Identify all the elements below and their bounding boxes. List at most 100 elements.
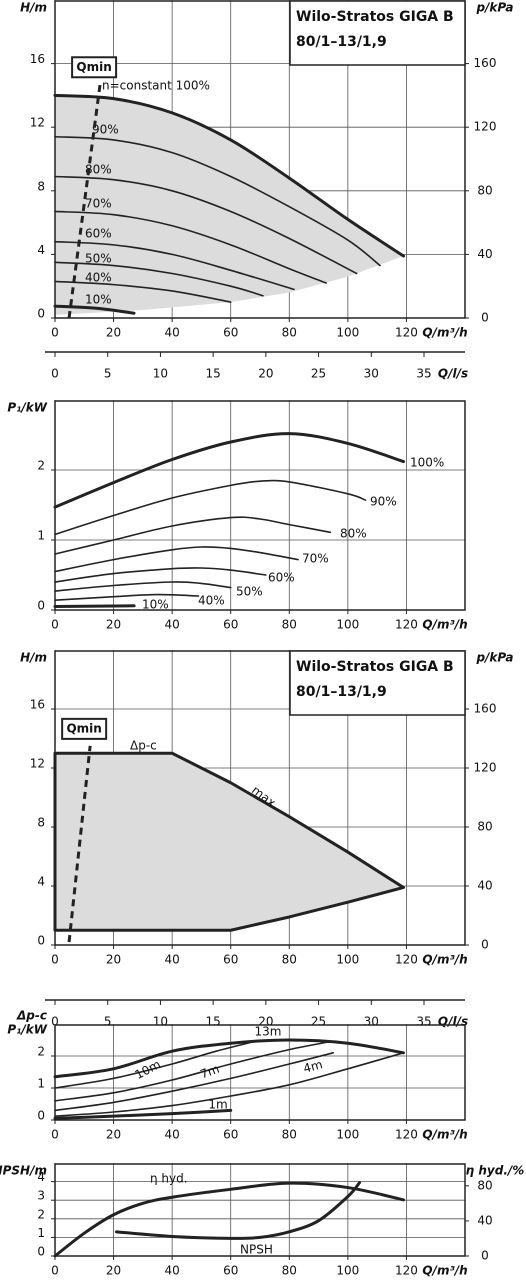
x-tick-label: 20	[106, 326, 121, 340]
x-tick-label: 100	[336, 326, 359, 340]
curve-label: 40%	[85, 271, 112, 285]
x2-tick-label: 30	[364, 367, 379, 381]
curve	[54, 135, 381, 267]
y-tick-label: 0	[37, 307, 45, 321]
x2-tick-label: 15	[205, 367, 220, 381]
x-tick-label: 20	[106, 953, 121, 967]
x-tick-label: 0	[51, 1128, 59, 1142]
curve	[53, 432, 405, 509]
plot-frame	[54, 0, 466, 319]
x-tick-label: 80	[282, 618, 297, 632]
curve	[54, 1052, 335, 1112]
y2-tick-label: 120	[474, 120, 497, 134]
x-axis-title: Q/m³/h	[422, 326, 467, 340]
qmin-line	[67, 84, 102, 319]
x-axis-title: Q/m³/h	[422, 1128, 467, 1142]
curve	[54, 261, 264, 297]
x-tick-label: 80	[282, 326, 297, 340]
x-axis-title: Q/m³/h	[422, 953, 467, 967]
y-tick-label: 16	[30, 52, 45, 66]
y2-tick-label: 40	[477, 879, 492, 893]
x2-tick-label: 0	[51, 367, 59, 381]
annotation: Δp-c	[130, 739, 157, 753]
x-tick-label: 40	[165, 1128, 180, 1142]
curve	[53, 1108, 233, 1120]
curve-label: 10%	[142, 598, 169, 612]
x-tick-label: 60	[223, 326, 238, 340]
x-tick-label: 40	[165, 1264, 180, 1278]
x-tick-label: 80	[282, 1264, 297, 1278]
y2-tick-label: 0	[481, 311, 489, 325]
operating-area	[55, 95, 404, 315]
y-axis-title: H/m	[20, 651, 47, 665]
plot-frame	[54, 1024, 466, 1121]
curve-label: 70%	[85, 197, 112, 211]
x-tick-label: 20	[106, 1128, 121, 1142]
curve	[54, 567, 267, 583]
curve	[54, 1052, 405, 1117]
curve-label: 50%	[236, 585, 263, 599]
qmin-box	[61, 717, 108, 740]
y2-tick-label: 120	[474, 761, 497, 775]
x-tick-label: 80	[282, 953, 297, 967]
y2-axis-title: p/kPa	[475, 1, 513, 15]
plot-frame	[54, 650, 466, 946]
x-tick-label: 100	[336, 1128, 359, 1142]
x2-tick-label: 25	[311, 367, 326, 381]
y-tick-label: 2	[37, 459, 45, 473]
curve-label: 90%	[92, 123, 119, 137]
y-tick-label: 0	[37, 934, 45, 948]
x2-tick-label: 5	[104, 1015, 112, 1029]
x2-tick-label: 10	[153, 367, 168, 381]
x-tick-label: 120	[395, 1264, 418, 1278]
title-box	[289, 0, 466, 66]
curve-label: 100%	[410, 456, 444, 470]
curve-label: 60%	[85, 227, 112, 241]
curve	[54, 175, 358, 275]
y-axis-title: H/m	[20, 1, 47, 15]
x2-tick-label: 15	[205, 1015, 220, 1029]
y-axis-title: NPSH/m	[0, 1164, 47, 1178]
curve-label: 50%	[85, 252, 112, 266]
curve-label: 1m	[208, 1098, 227, 1112]
y2-tick-label: 40	[477, 247, 492, 261]
plot-frame	[54, 400, 466, 611]
x-tick-label: 60	[223, 953, 238, 967]
x2-tick-label: 5	[104, 367, 112, 381]
x-tick-label: 100	[336, 1264, 359, 1278]
x-tick-label: 0	[51, 953, 59, 967]
y-tick-label: 12	[30, 116, 45, 130]
x2-axis-title: Q/l/s	[438, 1015, 468, 1029]
x-tick-label: 40	[165, 618, 180, 632]
curve-label: 80%	[340, 527, 367, 541]
curve	[54, 210, 327, 284]
curve	[54, 479, 367, 536]
qmin-box	[71, 56, 118, 79]
x-tick-label: 20	[106, 1264, 121, 1278]
plot-frame	[54, 1163, 466, 1257]
x-tick-label: 0	[51, 618, 59, 632]
x2-tick-label: 30	[364, 1015, 379, 1029]
y2-tick-label: 0	[481, 1249, 489, 1263]
x-tick-label: 0	[51, 326, 59, 340]
x-tick-label: 60	[223, 618, 238, 632]
y-tick-label: 0	[37, 599, 45, 613]
y2-axis-title: p/kPa	[475, 651, 513, 665]
curve	[54, 593, 200, 601]
chart-title: Wilo-Stratos GIGA B	[296, 9, 454, 25]
curve	[54, 546, 299, 573]
y2-tick-label: 80	[477, 183, 492, 197]
y-tick-label: 2	[37, 1045, 45, 1059]
curve-label: 10%	[85, 293, 112, 307]
curve-label: 13m	[255, 1025, 282, 1039]
x-tick-label: 60	[223, 1128, 238, 1142]
y-tick-label: 1	[37, 1077, 45, 1091]
x-tick-label: 120	[395, 326, 418, 340]
qmin-line	[67, 745, 92, 943]
curve	[53, 304, 136, 315]
curve-label: η hyd.	[150, 1172, 188, 1186]
x-axis-title: Q/m³/h	[422, 1264, 467, 1278]
curve	[115, 1181, 362, 1240]
y-tick-label: 8	[37, 816, 45, 830]
